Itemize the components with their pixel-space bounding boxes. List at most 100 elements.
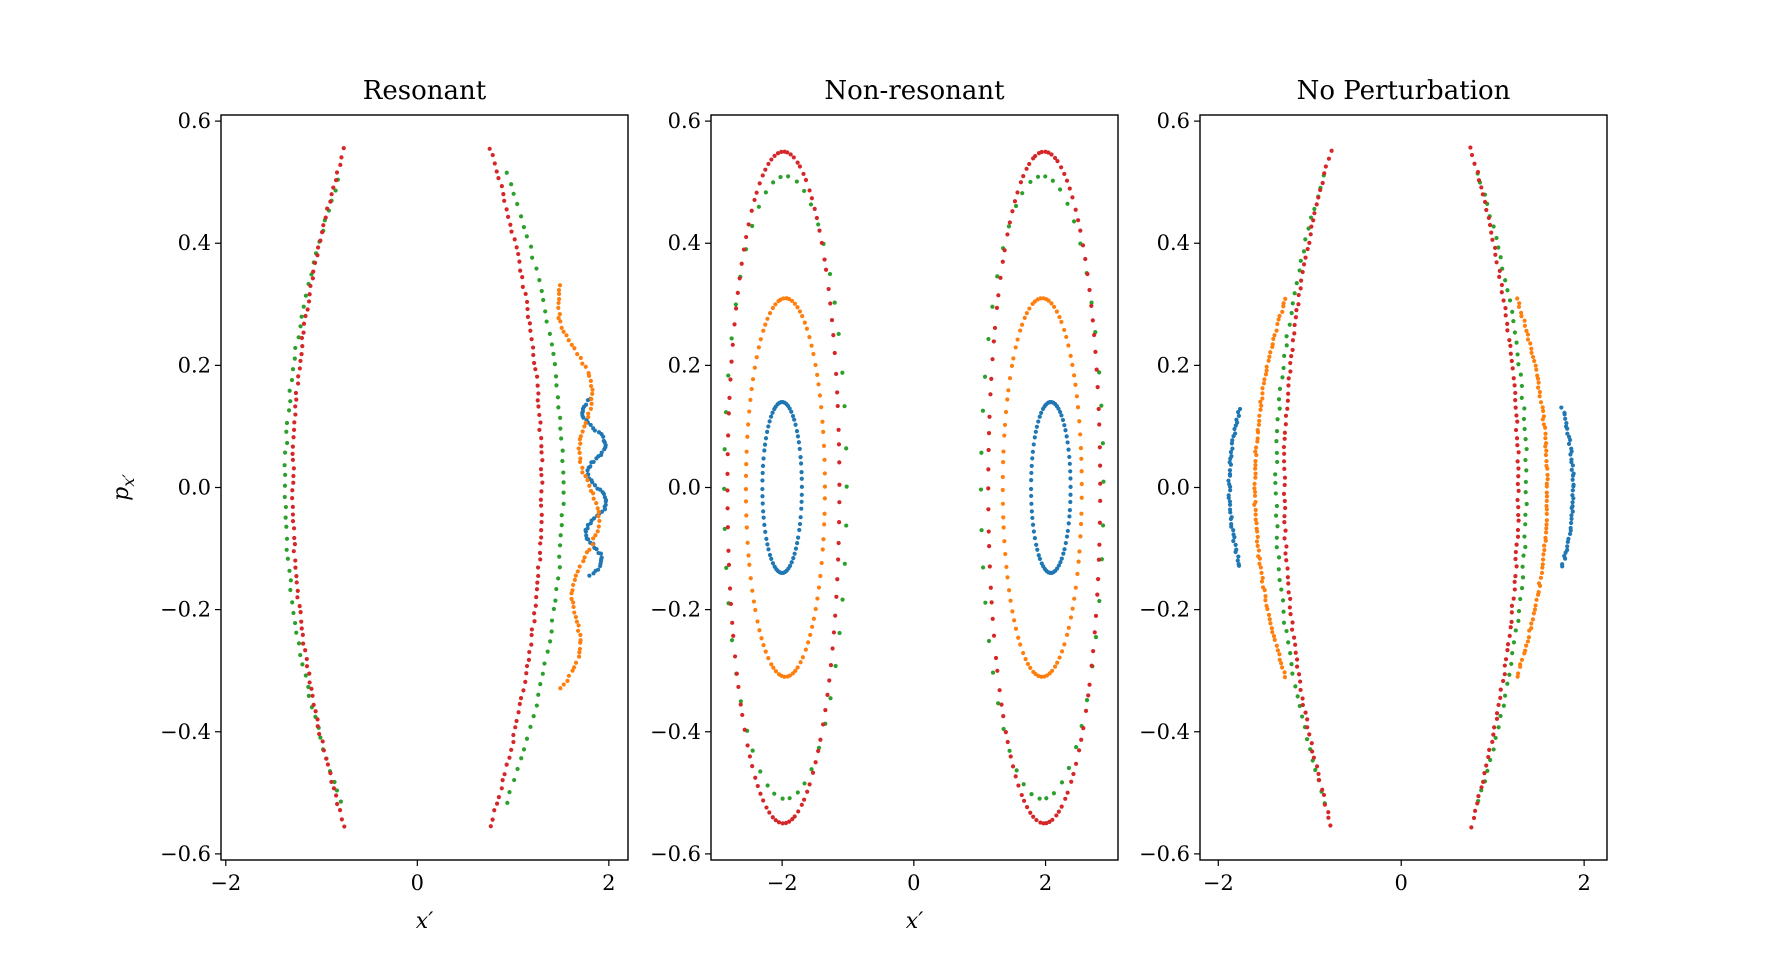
data-point [1067, 454, 1072, 460]
data-point [334, 170, 340, 175]
data-point [745, 540, 750, 545]
data-point [1469, 825, 1474, 830]
data-point [812, 206, 817, 211]
data-point [1256, 422, 1262, 427]
data-point [1036, 151, 1042, 156]
data-point [744, 525, 749, 530]
data-point [1511, 376, 1516, 381]
data-point [999, 702, 1004, 707]
data-point [757, 181, 762, 186]
data-point [556, 405, 561, 410]
data-point [1037, 556, 1043, 561]
data-point [324, 756, 329, 761]
data-point [1253, 459, 1258, 464]
data-point [810, 624, 815, 629]
data-point [1093, 634, 1099, 640]
data-point [559, 523, 564, 528]
data-point [538, 420, 543, 425]
data-point [595, 529, 600, 534]
data-point [557, 543, 563, 548]
data-point [799, 484, 804, 489]
data-point [311, 702, 316, 708]
data-point [1285, 566, 1290, 571]
data-point [797, 527, 802, 533]
data-point [1515, 481, 1520, 487]
data-point [1091, 649, 1096, 654]
data-point [986, 529, 991, 534]
data-point [338, 799, 343, 804]
data-point [1030, 522, 1036, 527]
data-point [1544, 448, 1549, 453]
data-point [797, 446, 802, 452]
data-point [1228, 450, 1234, 455]
data-point [760, 478, 765, 483]
data-point [1008, 754, 1013, 759]
data-point [1099, 403, 1104, 408]
data-point [835, 403, 840, 409]
data-point [727, 395, 732, 400]
data-point [294, 573, 299, 579]
data-point [765, 542, 770, 547]
data-point [1034, 424, 1040, 429]
data-point [1487, 222, 1493, 228]
data-point [591, 536, 596, 541]
data-point [754, 190, 759, 195]
data-point [1475, 801, 1480, 806]
data-point [307, 671, 312, 676]
data-point [1049, 301, 1054, 306]
data-point [822, 496, 827, 501]
data-point [507, 755, 512, 760]
data-point [1227, 472, 1233, 477]
data-point [1282, 466, 1287, 472]
data-point [1519, 383, 1524, 389]
data-point [1568, 525, 1573, 531]
data-point [1290, 301, 1295, 306]
data-point [986, 431, 992, 436]
data-point [1511, 319, 1516, 324]
data-point [1068, 476, 1073, 481]
data-point [521, 225, 527, 230]
y-tick-label: 0.6 [668, 109, 701, 133]
data-point [1296, 302, 1301, 307]
data-point [597, 518, 602, 524]
data-point [535, 580, 540, 585]
data-point [842, 404, 847, 409]
data-point [1282, 475, 1288, 480]
data-point [1233, 431, 1238, 436]
data-point [765, 429, 770, 434]
data-point [1059, 165, 1064, 170]
data-point [1076, 559, 1081, 564]
data-point [1012, 199, 1018, 204]
data-point [512, 237, 517, 242]
data-point [1231, 538, 1236, 544]
data-point [1274, 535, 1279, 540]
data-point [821, 443, 827, 448]
data-point [1471, 815, 1477, 821]
data-point [298, 652, 303, 658]
data-point [766, 656, 771, 661]
data-point [1286, 376, 1291, 381]
data-point [807, 334, 812, 340]
data-point [1498, 713, 1503, 719]
data-point [539, 528, 544, 533]
data-point [1281, 459, 1287, 464]
data-point [799, 506, 804, 511]
data-point [1059, 319, 1064, 324]
data-point [295, 595, 300, 600]
data-point [813, 362, 818, 368]
data-point [1260, 396, 1265, 401]
data-point [284, 429, 289, 434]
data-point [1529, 350, 1534, 355]
data-point [1281, 444, 1287, 450]
data-point [1263, 372, 1269, 377]
data-point [767, 552, 773, 558]
data-point [1509, 603, 1515, 608]
data-point [543, 309, 548, 314]
data-point [1059, 780, 1065, 785]
data-point [300, 662, 305, 667]
data-point [1229, 454, 1234, 459]
data-point [1057, 314, 1062, 320]
data-point [1078, 521, 1084, 527]
data-point [1566, 441, 1572, 447]
data-point [1505, 681, 1510, 686]
